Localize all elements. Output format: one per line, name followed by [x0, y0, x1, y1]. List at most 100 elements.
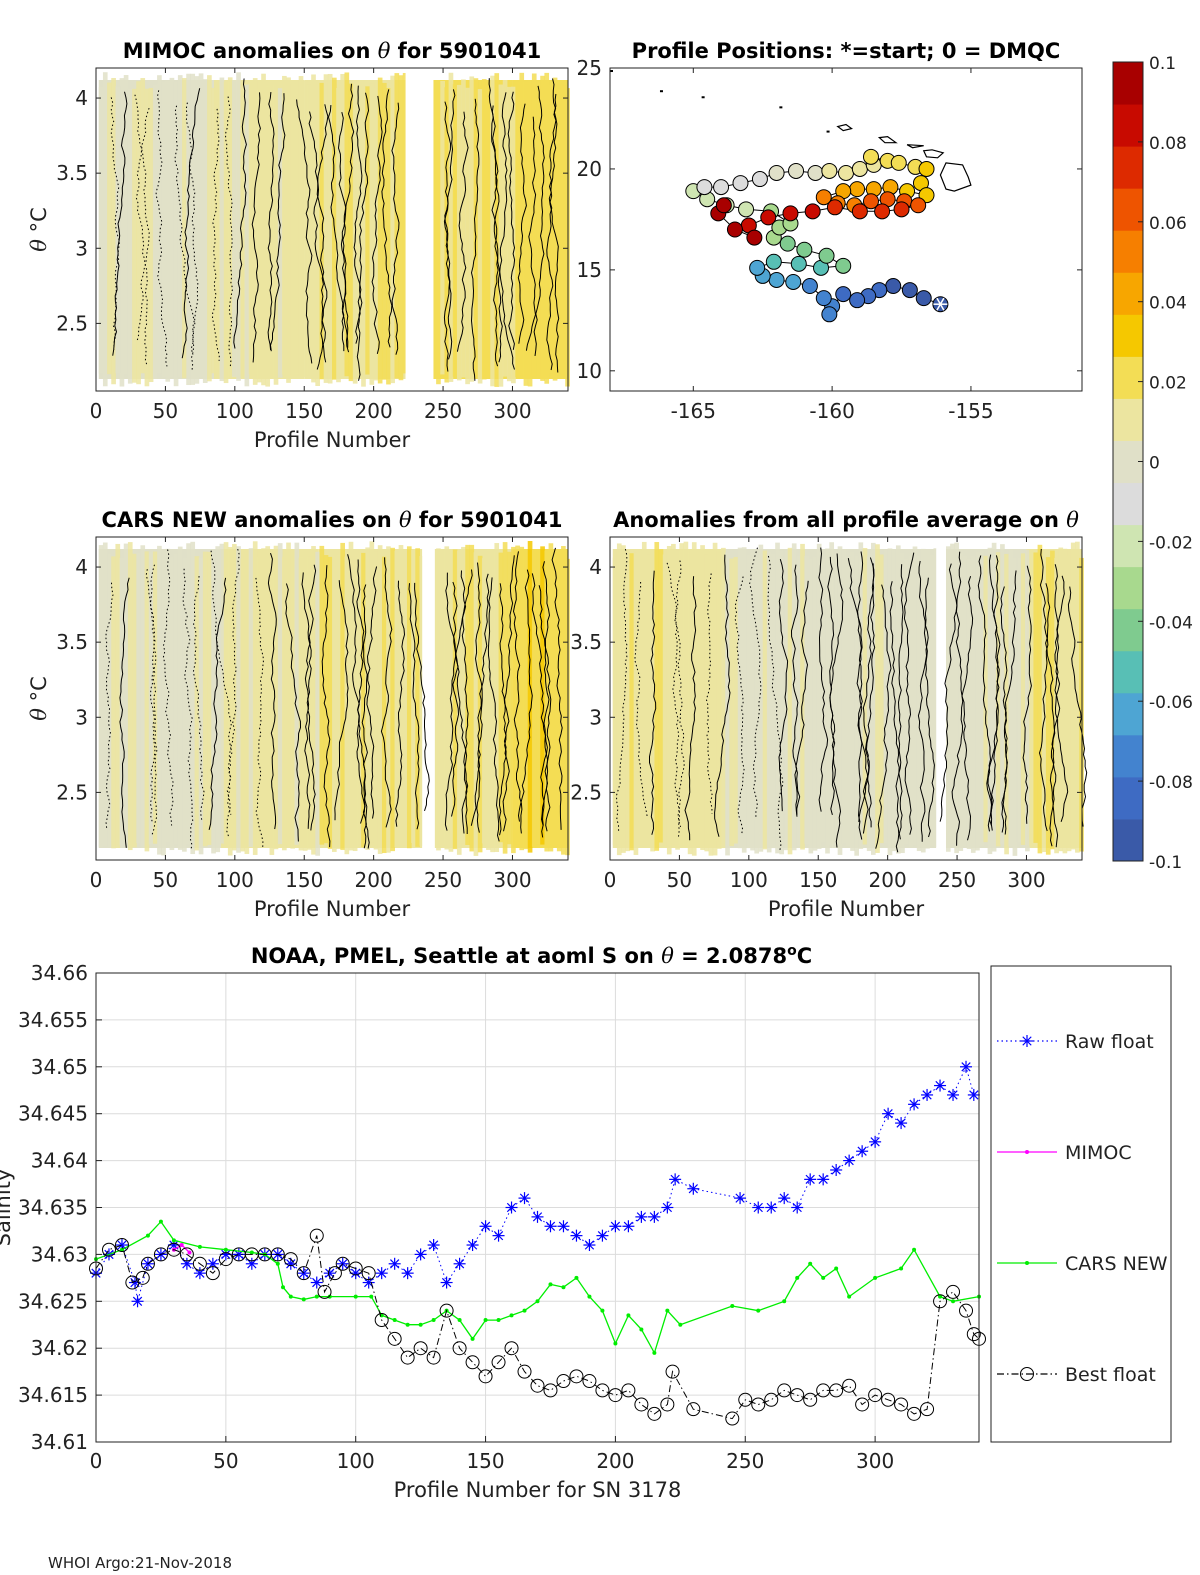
contour-line	[267, 92, 275, 351]
contour-line	[251, 92, 261, 363]
data-point	[647, 1406, 662, 1421]
data-point	[688, 1184, 698, 1194]
anomaly-strip	[261, 548, 266, 846]
contour-line	[502, 555, 515, 832]
data-point	[725, 1411, 740, 1426]
data-point	[509, 1313, 514, 1318]
anomaly-strip	[282, 556, 287, 851]
anomaly-strip	[132, 88, 137, 383]
data-point	[171, 1238, 176, 1243]
y-tick-label: 34.61	[31, 1430, 88, 1454]
anomaly-strip	[469, 76, 475, 382]
anomaly-strip	[157, 75, 162, 374]
contour-line	[337, 111, 350, 353]
data-point	[738, 1392, 753, 1407]
anomaly-strip	[332, 554, 337, 852]
data-point	[387, 1331, 402, 1346]
data-point	[548, 1282, 553, 1287]
anomaly-strip	[302, 555, 308, 851]
anomaly-strip	[232, 543, 237, 851]
data-point	[764, 1392, 779, 1407]
contour-line	[233, 78, 247, 349]
data-point	[530, 1378, 545, 1393]
data-point	[587, 1294, 592, 1299]
contour-line	[267, 552, 277, 830]
title-part-0: Anomalies from all profile average on	[613, 508, 1066, 532]
anomaly-strip	[804, 555, 810, 844]
profile-position	[890, 154, 907, 171]
anomaly-strip	[227, 77, 233, 379]
profile-position	[838, 164, 854, 181]
anomaly-strip	[119, 557, 125, 846]
profile-position	[885, 278, 902, 295]
coastline	[922, 149, 945, 159]
contour-line	[488, 78, 499, 367]
data-point	[933, 1294, 948, 1309]
anomaly-strip	[348, 541, 354, 851]
anomaly-strip	[870, 542, 876, 855]
contour-line	[391, 102, 400, 355]
y-tick-label: 4	[75, 555, 88, 579]
anomaly-strip	[891, 550, 897, 852]
anomaly-strip	[161, 550, 166, 856]
profile-position	[910, 197, 927, 214]
x-tick-label: 150	[285, 868, 323, 892]
anomaly-strip	[352, 556, 358, 852]
anomaly-strip	[829, 542, 835, 846]
anomaly-strip	[883, 549, 889, 843]
anomaly-strip	[273, 545, 279, 850]
anomaly-strip	[144, 88, 150, 387]
x-tick-label: 100	[337, 1449, 375, 1473]
data-point	[935, 1080, 945, 1091]
colorbar-tick-label: 0	[1149, 454, 1160, 474]
data-point	[639, 1327, 644, 1332]
anomaly-strip	[469, 544, 475, 852]
colorbar-segment	[1113, 566, 1143, 610]
anomaly-strip	[966, 558, 972, 850]
anomaly-strip	[641, 541, 647, 847]
contour-line	[308, 111, 328, 370]
anomaly-strip	[265, 86, 271, 387]
anomaly-strip	[612, 557, 618, 846]
data-point	[114, 1238, 129, 1253]
anomaly-strip	[177, 546, 183, 850]
colorbar-segment	[1113, 62, 1143, 105]
profile-position	[790, 255, 807, 272]
title-part-4: C	[797, 944, 812, 968]
y-tick-label: 15	[577, 258, 602, 282]
data-point	[353, 1294, 358, 1299]
anomaly-strip	[398, 75, 404, 381]
data-point	[457, 1318, 462, 1323]
colorbar-tick-label: 0.08	[1149, 134, 1187, 154]
contour-line	[269, 93, 286, 352]
contour-line	[546, 93, 558, 371]
data-point	[532, 1212, 543, 1222]
data-point	[782, 1299, 787, 1304]
coastline	[836, 123, 854, 132]
data-point	[195, 1268, 205, 1278]
contour-line	[395, 580, 406, 827]
anomaly-strip	[286, 542, 291, 846]
anomaly-strip	[700, 545, 705, 850]
data-point	[873, 1275, 878, 1280]
y-tick-label: 34.645	[18, 1102, 88, 1126]
anomaly-strip	[286, 77, 291, 383]
profile-position	[821, 306, 838, 323]
data-point	[280, 1285, 285, 1290]
anomaly-strip	[544, 550, 550, 852]
y-tick-label: 3	[75, 705, 88, 729]
contour-line	[889, 581, 903, 840]
anomaly-strip	[816, 543, 822, 849]
profile-position	[732, 175, 749, 192]
data-point	[868, 1388, 883, 1403]
data-point	[519, 1193, 530, 1203]
anomaly-strip	[666, 546, 672, 855]
anomaly-strip	[340, 73, 345, 374]
anomaly-strip	[465, 544, 470, 846]
data-point	[441, 1277, 452, 1288]
data-point	[686, 1402, 701, 1417]
x-tick-label: 250	[938, 868, 976, 892]
y-axis-label-unit: °C	[27, 676, 51, 708]
anomaly-strip	[419, 555, 425, 846]
